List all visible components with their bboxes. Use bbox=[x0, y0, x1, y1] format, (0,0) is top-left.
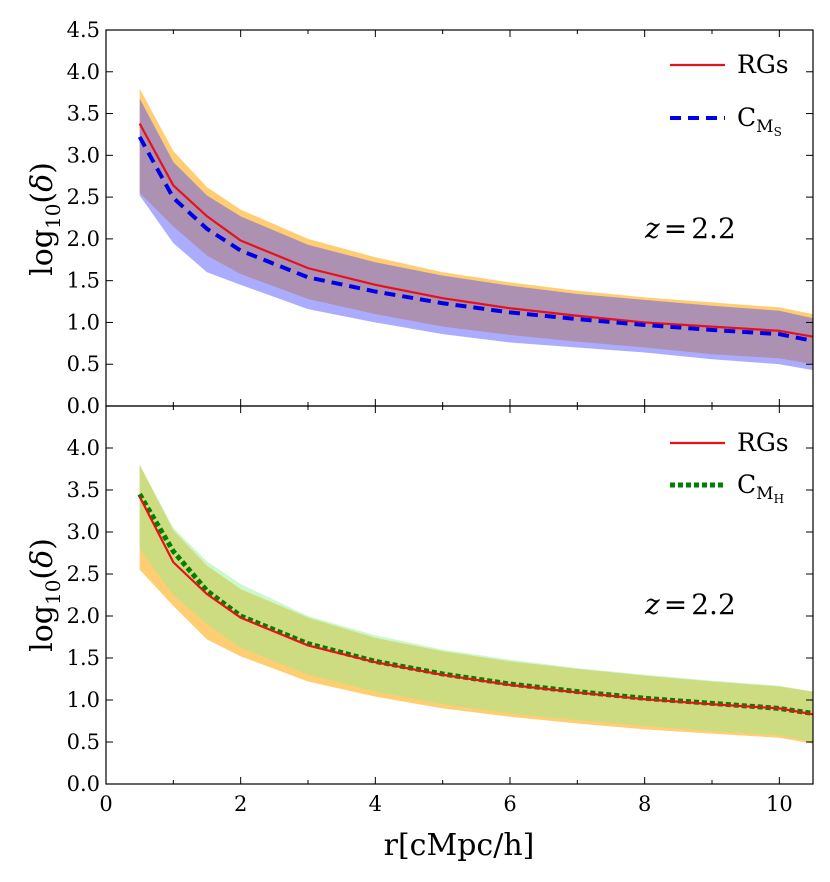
top-ytick-label: 0.0 bbox=[67, 394, 100, 418]
bot-ytick-label: 3.0 bbox=[67, 520, 100, 544]
bot-xtick-label: 8 bbox=[638, 792, 651, 816]
bot-xtick-label: 6 bbox=[503, 792, 516, 816]
top-ylabel: log10(δ) bbox=[25, 162, 65, 276]
top-ytick-label: 3.5 bbox=[67, 102, 100, 126]
bot-ytick-label: 1.0 bbox=[67, 688, 100, 712]
bottom-legend-label-cmh: CMH bbox=[737, 470, 784, 506]
top-panel: 0.00.51.01.52.02.53.03.54.04.5 log10(δ) … bbox=[25, 18, 814, 418]
top-band-cms bbox=[139, 98, 813, 371]
bot-ytick-label: 0.0 bbox=[67, 772, 100, 796]
bot-xtick-label: 10 bbox=[766, 792, 793, 816]
top-ytick-label: 4.0 bbox=[67, 60, 100, 84]
bot-ytick-label: 2.5 bbox=[67, 562, 100, 586]
bot-ytick-label: 2.0 bbox=[67, 604, 100, 628]
top-ytick-label: 3.0 bbox=[67, 143, 100, 167]
top-band-rgs bbox=[139, 88, 813, 365]
bottom-ylabel: log10(δ) bbox=[25, 538, 65, 652]
top-ytick-label: 4.5 bbox=[67, 18, 100, 42]
top-ytick-label: 1.0 bbox=[67, 310, 100, 334]
top-ytick-label: 1.5 bbox=[67, 269, 100, 293]
bot-ytick-label: 4.0 bbox=[67, 436, 100, 460]
bot-xtick-label: 2 bbox=[234, 792, 247, 816]
bot-ytick-label: 3.5 bbox=[67, 478, 100, 502]
bot-band-cmh bbox=[139, 464, 813, 742]
bot-ytick-label: 0.5 bbox=[67, 730, 100, 754]
x-axis-label: r[cMpc/h] bbox=[384, 828, 535, 863]
top-legend-label-cms: CMS bbox=[737, 103, 782, 139]
top-annotation: z = 2.2 bbox=[644, 212, 736, 245]
top-legend: RGs CMS bbox=[670, 50, 789, 139]
bot-ytick-label: 1.5 bbox=[67, 646, 100, 670]
bot-xtick-label: 4 bbox=[369, 792, 382, 816]
bot-band-rgs bbox=[139, 464, 813, 744]
bottom-panel: 0.0 0.5 1.0 1.5 2.0 2.5 3.0 3.5 4.0 0 2 4 6 8 10 log10… bbox=[25, 405, 814, 863]
top-ytick-label: 2.0 bbox=[67, 227, 100, 251]
bottom-legend-label-rgs: RGs bbox=[737, 428, 789, 457]
bot-xtick-label: 0 bbox=[99, 792, 112, 816]
top-ytick-label: 0.5 bbox=[67, 352, 100, 376]
bottom-axes-frame bbox=[105, 405, 814, 785]
top-ytick-label: 2.5 bbox=[67, 185, 100, 209]
bottom-legend: RGs CMH bbox=[670, 428, 789, 506]
top-legend-label-rgs: RGs bbox=[737, 50, 789, 79]
bottom-annotation: z = 2.2 bbox=[644, 588, 736, 621]
